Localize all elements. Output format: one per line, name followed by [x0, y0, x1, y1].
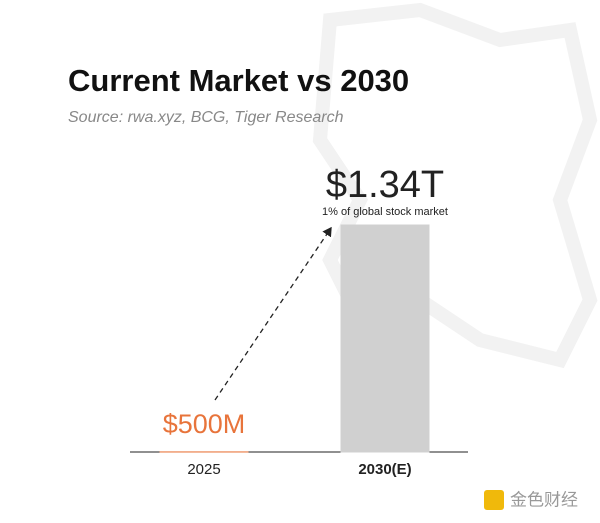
- growth-arrow: [214, 226, 332, 401]
- value-label: $500M: [163, 409, 246, 439]
- logo: 金色财经: [484, 490, 578, 510]
- annotation: 1% of global stock market: [322, 206, 448, 218]
- chart-title: Current Market vs 2030: [68, 63, 409, 98]
- chart-subtitle: Source: rwa.xyz, BCG, Tiger Research: [68, 109, 344, 126]
- bar: [340, 224, 430, 453]
- value-label: $1.34T: [326, 164, 444, 206]
- x-tick-label: 2025: [187, 461, 220, 478]
- x-tick-label: 2030(E): [358, 461, 411, 478]
- background-watermark: [312, 2, 598, 369]
- watermark: 金色财经: [510, 490, 578, 509]
